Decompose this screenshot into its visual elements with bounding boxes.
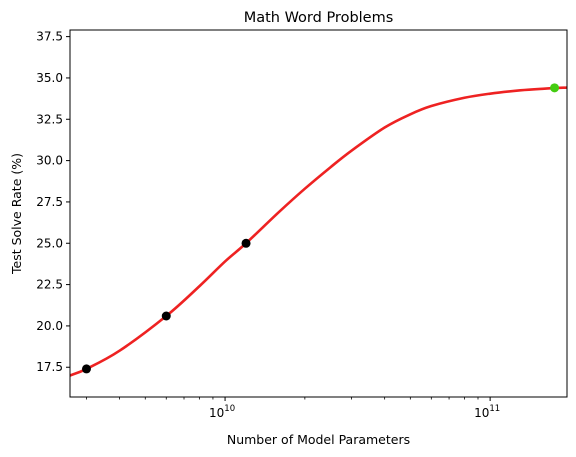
y-axis-label: Test Solve Rate (%) xyxy=(9,153,24,275)
data-point xyxy=(241,238,251,248)
points-layer xyxy=(81,83,560,374)
x-tick-exponent: 10 xyxy=(224,404,235,414)
y-tick-label: 37.5 xyxy=(36,30,63,44)
y-tick-label: 17.5 xyxy=(36,360,63,374)
x-tick-label: 1011 xyxy=(474,404,500,420)
y-tick-label: 27.5 xyxy=(36,195,63,209)
plot-frame xyxy=(69,29,568,398)
y-tick-label: 22.5 xyxy=(36,278,63,292)
plot-background xyxy=(70,30,567,397)
data-point xyxy=(550,83,560,93)
y-tick-label: 30.0 xyxy=(36,154,63,168)
data-point xyxy=(161,311,171,321)
y-axis-ticks: 17.5 20.0 22.5 25.0 27.5 30.0 32.5 35.0 37.5 xyxy=(36,30,70,374)
x-tick-base: 10 xyxy=(209,406,224,420)
chart-title: Math Word Problems xyxy=(244,10,394,26)
data-point xyxy=(81,364,91,374)
y-tick-label: 20.0 xyxy=(36,319,63,333)
x-tick-label: 1010 xyxy=(209,404,235,420)
x-tick-base: 10 xyxy=(474,406,489,420)
y-tick-label: 35.0 xyxy=(36,71,63,85)
y-tick-label: 25.0 xyxy=(36,236,63,250)
x-axis-label: Number of Model Parameters xyxy=(227,432,410,447)
x-tick-exponent: 11 xyxy=(489,404,500,414)
x-axis-ticks: 1010 1011 xyxy=(86,397,500,420)
y-tick-label: 32.5 xyxy=(36,112,63,126)
